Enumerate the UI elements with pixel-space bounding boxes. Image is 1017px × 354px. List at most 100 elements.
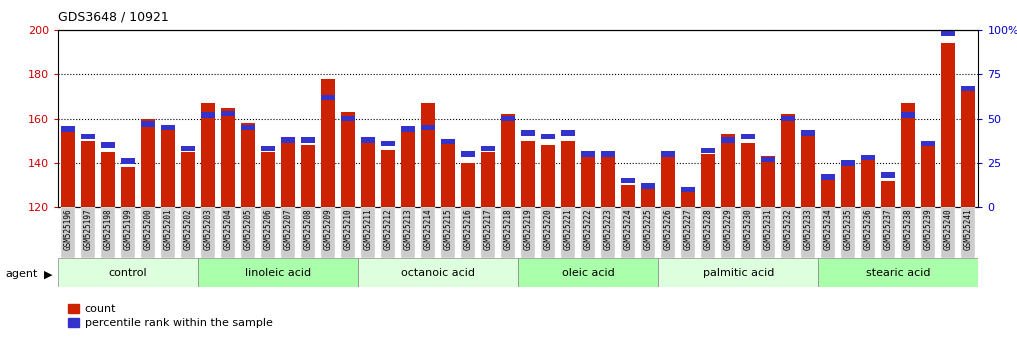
- FancyBboxPatch shape: [581, 207, 595, 258]
- FancyBboxPatch shape: [241, 207, 255, 258]
- Bar: [421, 103, 435, 207]
- FancyBboxPatch shape: [321, 207, 335, 258]
- FancyBboxPatch shape: [621, 207, 636, 258]
- Text: ▶: ▶: [44, 269, 52, 279]
- FancyBboxPatch shape: [198, 258, 358, 287]
- Text: GSM525234: GSM525234: [824, 209, 833, 250]
- Bar: [521, 141, 535, 207]
- Text: GSM525225: GSM525225: [644, 209, 653, 250]
- Bar: [321, 79, 335, 207]
- Text: GSM525223: GSM525223: [604, 209, 612, 250]
- Bar: [961, 90, 975, 207]
- Text: GSM525217: GSM525217: [484, 209, 492, 250]
- FancyBboxPatch shape: [341, 207, 355, 258]
- Bar: [861, 155, 876, 160]
- Text: GSM525238: GSM525238: [904, 209, 913, 250]
- FancyBboxPatch shape: [762, 207, 775, 258]
- Bar: [101, 142, 115, 148]
- Bar: [781, 114, 795, 207]
- Bar: [441, 143, 456, 207]
- Bar: [882, 172, 895, 178]
- FancyBboxPatch shape: [501, 207, 516, 258]
- Bar: [121, 167, 135, 207]
- Bar: [461, 163, 475, 207]
- Bar: [942, 31, 955, 36]
- Bar: [401, 126, 415, 132]
- Text: GSM525207: GSM525207: [284, 209, 293, 250]
- Bar: [882, 181, 895, 207]
- Bar: [581, 151, 595, 157]
- Bar: [301, 145, 315, 207]
- Text: GSM525230: GSM525230: [743, 209, 753, 250]
- FancyBboxPatch shape: [141, 207, 155, 258]
- Text: GSM525197: GSM525197: [83, 209, 93, 250]
- Text: control: control: [109, 268, 147, 278]
- FancyBboxPatch shape: [101, 207, 115, 258]
- Bar: [641, 189, 655, 207]
- Bar: [401, 127, 415, 207]
- Bar: [441, 139, 456, 144]
- FancyBboxPatch shape: [541, 207, 555, 258]
- Bar: [541, 145, 555, 207]
- Bar: [841, 163, 855, 207]
- Bar: [381, 141, 396, 146]
- FancyBboxPatch shape: [61, 207, 75, 258]
- FancyBboxPatch shape: [361, 207, 375, 258]
- Bar: [762, 156, 775, 207]
- Bar: [301, 137, 315, 143]
- FancyBboxPatch shape: [221, 207, 235, 258]
- Bar: [201, 103, 215, 207]
- Text: GSM525208: GSM525208: [303, 209, 312, 250]
- Bar: [942, 44, 955, 207]
- Text: GSM525199: GSM525199: [123, 209, 132, 250]
- FancyBboxPatch shape: [641, 207, 655, 258]
- Text: GSM525231: GSM525231: [764, 209, 773, 250]
- Bar: [741, 143, 756, 207]
- FancyBboxPatch shape: [481, 207, 495, 258]
- Text: GSM525233: GSM525233: [803, 209, 813, 250]
- Bar: [501, 116, 516, 121]
- FancyBboxPatch shape: [381, 207, 396, 258]
- Text: GSM525211: GSM525211: [364, 209, 372, 250]
- Text: palmitic acid: palmitic acid: [703, 268, 774, 278]
- Bar: [221, 110, 235, 116]
- Bar: [81, 141, 95, 207]
- Bar: [461, 151, 475, 157]
- FancyBboxPatch shape: [201, 207, 215, 258]
- FancyBboxPatch shape: [121, 207, 135, 258]
- FancyBboxPatch shape: [781, 207, 795, 258]
- FancyBboxPatch shape: [601, 207, 615, 258]
- FancyBboxPatch shape: [861, 207, 876, 258]
- Bar: [61, 130, 75, 207]
- Bar: [601, 154, 615, 207]
- Bar: [561, 141, 576, 207]
- FancyBboxPatch shape: [261, 207, 275, 258]
- Text: GSM525219: GSM525219: [524, 209, 533, 250]
- FancyBboxPatch shape: [841, 207, 855, 258]
- Text: GSM525198: GSM525198: [104, 209, 113, 250]
- Bar: [702, 154, 715, 207]
- Bar: [621, 178, 636, 183]
- Bar: [801, 130, 816, 207]
- Bar: [281, 137, 295, 143]
- Bar: [341, 112, 355, 207]
- Bar: [921, 143, 936, 207]
- Bar: [901, 112, 915, 118]
- FancyBboxPatch shape: [702, 207, 715, 258]
- Bar: [261, 146, 275, 152]
- Bar: [361, 143, 375, 207]
- FancyBboxPatch shape: [58, 258, 198, 287]
- Bar: [901, 103, 915, 207]
- Text: GSM525215: GSM525215: [443, 209, 453, 250]
- FancyBboxPatch shape: [882, 207, 895, 258]
- Bar: [861, 156, 876, 207]
- Text: GSM525201: GSM525201: [164, 209, 173, 250]
- FancyBboxPatch shape: [942, 207, 955, 258]
- FancyBboxPatch shape: [81, 207, 95, 258]
- Bar: [521, 130, 535, 136]
- Text: GSM525210: GSM525210: [344, 209, 353, 250]
- Bar: [681, 189, 696, 207]
- FancyBboxPatch shape: [741, 207, 756, 258]
- Bar: [81, 133, 95, 139]
- FancyBboxPatch shape: [521, 207, 535, 258]
